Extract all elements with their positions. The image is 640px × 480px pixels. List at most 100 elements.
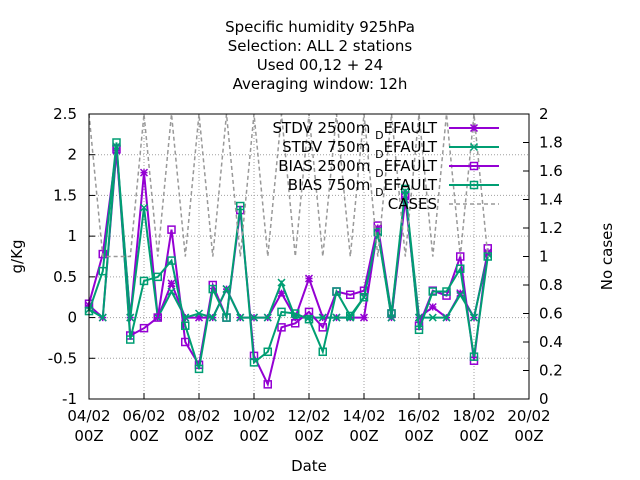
y2-tick-label: 0.4 xyxy=(539,333,563,351)
data-point xyxy=(401,184,410,194)
x-tick-label: 20/02 xyxy=(507,407,550,425)
legend-label-part: STDV 2500m xyxy=(273,119,376,137)
legend-label-part: EFAULT xyxy=(384,138,438,156)
data-point xyxy=(414,325,424,335)
data-point xyxy=(442,313,451,322)
title-line: Used 00,12 + 24 xyxy=(257,56,383,74)
data-point xyxy=(469,313,479,322)
legend-label-subscript: D xyxy=(375,186,383,199)
legend-label: CASES xyxy=(388,195,437,213)
data-point xyxy=(346,311,355,321)
data-point xyxy=(236,201,245,211)
legend-label-part: BIAS 2500m xyxy=(278,157,375,175)
data-point xyxy=(98,313,107,322)
y2-tick-label: 1.6 xyxy=(539,162,563,180)
x-tick-label-time: 00Z xyxy=(294,427,323,445)
data-point xyxy=(318,347,327,357)
y-axis-label: g/Kg xyxy=(8,240,26,274)
x-tick-label-time: 00Z xyxy=(404,427,433,445)
series-line xyxy=(88,113,489,258)
data-point xyxy=(304,314,314,324)
x-tick-label-time: 00Z xyxy=(129,427,158,445)
data-point xyxy=(442,287,451,296)
data-point xyxy=(428,302,437,312)
data-point xyxy=(456,264,465,273)
data-point xyxy=(208,284,217,294)
data-point xyxy=(291,319,300,328)
legend-label: STDV 2500m DEFAULT xyxy=(273,119,438,142)
data-point xyxy=(483,252,492,261)
data-point xyxy=(359,292,369,302)
legend-marker xyxy=(469,161,479,171)
data-point xyxy=(139,323,149,333)
data-point xyxy=(181,337,190,347)
legend-label: STDV 750m DEFAULT xyxy=(282,138,438,161)
data-point xyxy=(194,364,204,374)
data-point xyxy=(332,287,341,296)
x-tick-label: 08/02 xyxy=(177,407,220,425)
series-line xyxy=(88,148,489,388)
legend-marker xyxy=(469,142,479,152)
data-point xyxy=(208,313,217,322)
y-tick-label: -1 xyxy=(62,390,77,408)
title-line: Averaging window: 12h xyxy=(233,75,408,93)
data-point xyxy=(387,309,396,318)
data-point xyxy=(181,321,190,330)
series-line xyxy=(88,142,489,370)
data-point xyxy=(167,279,176,288)
data-point xyxy=(139,168,149,177)
legend-marker xyxy=(469,180,479,190)
y-tick-label: 2.5 xyxy=(53,105,77,123)
legend-label-part: EFAULT xyxy=(384,176,438,194)
y2-tick-label: 0.2 xyxy=(539,362,563,380)
data-point xyxy=(456,252,465,261)
y2-tick-label: 0.8 xyxy=(539,276,563,294)
x-tick-label: 04/02 xyxy=(67,407,110,425)
x-tick-label-time: 00Z xyxy=(239,427,268,445)
x-tick-label: 06/02 xyxy=(122,407,165,425)
data-point xyxy=(126,335,135,344)
data-point xyxy=(98,249,107,259)
legend-label-part: BIAS 750m xyxy=(288,176,375,194)
y-tick-label: 1.5 xyxy=(53,186,77,204)
x-tick-label: 18/02 xyxy=(452,407,495,425)
y2-tick-label: 2 xyxy=(539,105,549,123)
legend-label-part: EFAULT xyxy=(384,119,438,137)
data-point xyxy=(428,287,437,296)
legend-label-part: EFAULT xyxy=(384,157,438,175)
data-point xyxy=(469,352,479,361)
title-line: Selection: ALL 2 stations xyxy=(228,37,413,55)
data-point xyxy=(236,313,245,322)
x-axis-ticks: 04/02 00Z 06/02 00Z 08/02 00Z 10/02 00Z 12/02 00Z… xyxy=(67,393,551,445)
data-point xyxy=(249,358,259,367)
data-point xyxy=(249,313,259,322)
data-point xyxy=(359,313,369,322)
data-point xyxy=(98,266,107,276)
data-point xyxy=(194,313,204,322)
y-tick-label: 2 xyxy=(67,146,77,164)
x-tick-label-time: 00Z xyxy=(184,427,213,445)
data-point xyxy=(373,227,382,237)
x-tick-label-time: 00Z xyxy=(459,427,488,445)
x-axis-label: Date xyxy=(291,457,327,475)
y2-tick-label: 0.6 xyxy=(539,305,563,323)
data-point xyxy=(167,225,176,234)
x-tick-label-time: 00Z xyxy=(74,427,103,445)
data-point xyxy=(277,323,286,332)
series-4 xyxy=(88,113,489,258)
legend-label-subscript: D xyxy=(375,148,383,161)
data-point xyxy=(277,289,286,298)
data-point xyxy=(139,203,149,212)
data-point xyxy=(263,313,272,322)
y-tick-label: 0 xyxy=(67,309,77,327)
legend-label-subscript: D xyxy=(375,129,383,142)
data-point xyxy=(332,313,341,322)
x-tick-label: 16/02 xyxy=(397,407,440,425)
x-tick-label: 14/02 xyxy=(342,407,385,425)
series xyxy=(84,113,492,389)
data-point xyxy=(167,256,176,265)
data-point xyxy=(222,313,231,322)
series-3 xyxy=(84,138,492,374)
y2-tick-label: 1.2 xyxy=(539,219,563,237)
x-tick-label: 12/02 xyxy=(287,407,330,425)
